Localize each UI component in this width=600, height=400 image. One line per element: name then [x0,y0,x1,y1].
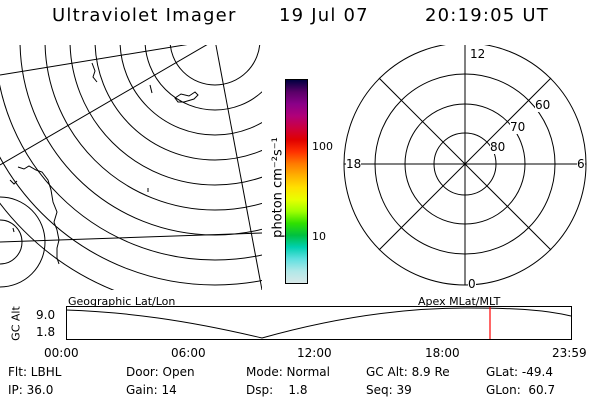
lat-label-70: 70 [510,120,526,134]
status-door: Door: Open [126,365,195,379]
status-seq: Seq: 39 [366,383,412,397]
strip-y-bottom: 1.8 [36,325,56,339]
strip-axis-label: GC Alt [9,306,23,341]
x-tick-2359: 23:59 [552,346,587,360]
colorbar [285,79,308,284]
x-tick-0000: 00:00 [44,346,79,360]
colorbar-tick-10: 10 [312,230,326,243]
status-glat: GLat: -49.4 [486,365,553,379]
lat-label-60: 60 [535,98,551,112]
colorbar-unit-label: photon cm⁻²s⁻¹ [270,137,286,238]
meridians [0,45,262,290]
mlt-label-0: 0 [468,277,476,291]
status-mode: Mode: Normal [246,365,330,379]
status-gain: Gain: 14 [126,383,177,397]
status-gcalt: GC Alt: 8.9 Re [366,365,450,379]
geographic-map [0,45,262,290]
status-ip: IP: 36.0 [8,383,54,397]
orbit-strip [66,306,572,340]
x-tick-0600: 06:00 [171,346,206,360]
date-label: 19 Jul 07 [279,5,369,26]
status-dsp: Dsp: 1.8 [246,383,308,397]
status-glon: GLon: 60.7 [486,383,556,397]
strip-left-title: Geographic Lat/Lon [68,295,176,308]
strip-right-title: Apex MLat/MLT [418,295,501,308]
time-label: 20:19:05 UT [425,5,549,26]
x-tick-1200: 12:00 [297,346,332,360]
polar-plot [343,45,587,286]
app-title: Ultraviolet Imager [52,5,237,26]
strip-y-top: 9.0 [36,308,56,322]
coastlines [9,62,199,265]
lat-label-80: 80 [490,140,506,154]
colorbar-tick-100: 100 [312,140,333,153]
colorbar-gradient [286,80,307,283]
mlt-label-18: 18 [346,157,362,171]
status-flt: Flt: LBHL [8,365,62,379]
mlt-label-12: 12 [470,47,486,61]
mlt-label-6: 6 [577,157,585,171]
x-tick-1800: 18:00 [425,346,460,360]
altitude-curve [66,307,572,339]
